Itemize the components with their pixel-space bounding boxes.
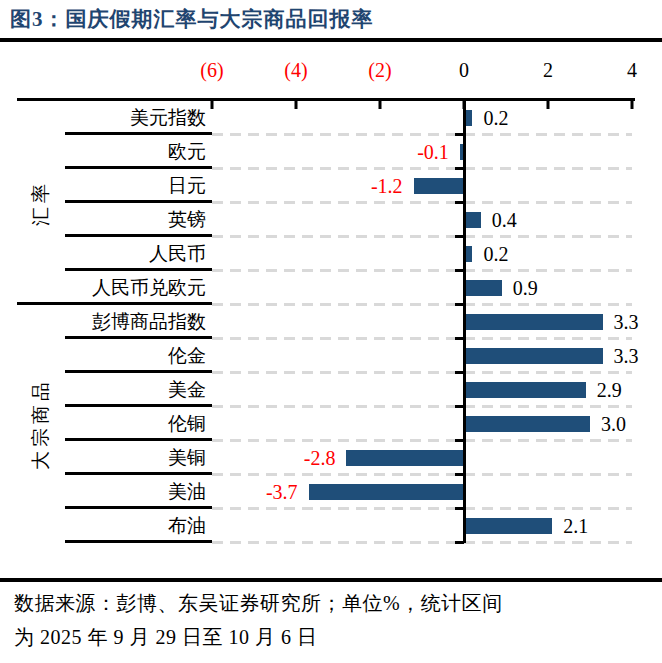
zero-axis-tick — [455, 303, 464, 306]
row-gridline-dashed — [212, 405, 632, 408]
zero-axis-tick — [455, 337, 464, 340]
x-axis-tick-mark — [631, 101, 634, 109]
group-label: 汇率 — [28, 180, 54, 226]
row-gridline-dashed — [212, 371, 632, 374]
row-gridline-dashed — [212, 201, 632, 204]
row-label: 欧元 — [65, 135, 212, 169]
zero-axis-tick — [455, 541, 464, 544]
bar-value-label: -3.7 — [266, 475, 298, 509]
bar-value-label: -0.1 — [417, 135, 449, 169]
x-tick-label: 4 — [627, 56, 637, 84]
zero-axis-tick — [455, 507, 464, 510]
x-tick-label: (6) — [200, 56, 223, 84]
bar — [414, 178, 464, 194]
footer-source-note: 数据来源：彭博、东吴证券研究所；单位%，统计区间 为 2025 年 9 月 29… — [14, 586, 654, 654]
row-label: 人民币 — [65, 237, 212, 271]
bar-value-label: 0.2 — [483, 237, 508, 271]
row-label: 美金 — [65, 373, 212, 407]
row-label: 布油 — [65, 509, 212, 543]
bar-value-label: 3.3 — [614, 305, 639, 339]
row-label: 人民币兑欧元 — [65, 271, 212, 305]
zero-axis-tick — [455, 269, 464, 272]
bar-value-label: 0.4 — [492, 203, 517, 237]
zero-axis-tick — [455, 167, 464, 170]
row-gridline-dashed — [212, 439, 632, 442]
group-label-cell: 大宗商品 — [17, 305, 65, 543]
zero-axis-tick — [455, 439, 464, 442]
x-tick-label: 2 — [543, 56, 553, 84]
row-label: 日元 — [65, 169, 212, 203]
title-divider — [0, 38, 662, 42]
x-axis-tick-mark — [463, 101, 466, 109]
x-tick-label: 0 — [459, 56, 469, 84]
footer-line-1: 数据来源：彭博、东吴证券研究所；单位%，统计区间 — [14, 586, 654, 620]
footer-line-2: 为 2025 年 9 月 29 日至 10 月 6 日 — [14, 620, 654, 654]
bar-value-label: 2.9 — [597, 373, 622, 407]
bar-value-label: -2.8 — [304, 441, 336, 475]
zero-axis-tick — [455, 405, 464, 408]
bar — [309, 484, 464, 500]
row-underline — [65, 540, 212, 543]
group-label-cell: 汇率 — [17, 101, 65, 305]
x-axis-tick-mark — [211, 101, 214, 109]
bar-value-label: 0.9 — [513, 271, 538, 305]
report-figure-page: 图3：国庆假期汇率与大宗商品回报率 (6) (4) (2) 0 2 4 汇率 美元指数 0.2… — [0, 0, 662, 663]
bar — [464, 348, 603, 364]
zero-axis-tick — [455, 201, 464, 204]
bar — [464, 212, 481, 228]
bar — [346, 450, 464, 466]
zero-axis-tick — [455, 371, 464, 374]
zero-axis-tick — [455, 473, 464, 476]
bar — [464, 518, 552, 534]
bar — [464, 382, 586, 398]
bar — [464, 280, 502, 296]
group-label: 大宗商品 — [28, 378, 54, 470]
x-axis-tick-mark — [379, 101, 382, 109]
bar-chart: (6) (4) (2) 0 2 4 汇率 美元指数 0.2 欧元 -0.1 日元 -1.2 英镑 0.4 人… — [17, 56, 637, 546]
x-tick-label: (2) — [368, 56, 391, 84]
row-label: 英镑 — [65, 203, 212, 237]
footer-divider — [0, 578, 662, 582]
row-label: 伦金 — [65, 339, 212, 373]
row-label: 美铜 — [65, 441, 212, 475]
x-axis-tick-mark — [295, 101, 298, 109]
row-gridline-dashed — [212, 269, 632, 272]
bar-value-label: -1.2 — [371, 169, 403, 203]
x-tick-label: (4) — [284, 56, 307, 84]
row-label: 彭博商品指数 — [65, 305, 212, 339]
row-gridline-dashed — [212, 303, 632, 306]
plot-body: 汇率 美元指数 0.2 欧元 -0.1 日元 -1.2 英镑 0.4 人民币 0.2 人民币兑欧元 0.… — [17, 101, 635, 543]
bar-value-label: 3.3 — [614, 339, 639, 373]
zero-axis-tick — [455, 235, 464, 238]
row-gridline-dashed — [212, 235, 632, 238]
zero-axis-tick — [455, 133, 464, 136]
bar-value-label: 3.0 — [601, 407, 626, 441]
row-label: 美油 — [65, 475, 212, 509]
x-axis-tick-mark — [547, 101, 550, 109]
bar-value-label: 2.1 — [563, 509, 588, 543]
row-gridline-dashed — [212, 337, 632, 340]
row-label: 伦铜 — [65, 407, 212, 441]
figure-title: 图3：国庆假期汇率与大宗商品回报率 — [10, 5, 374, 33]
bar — [464, 416, 590, 432]
row-label: 美元指数 — [65, 101, 212, 135]
bar-value-label: 0.2 — [483, 101, 508, 135]
bar — [464, 314, 603, 330]
